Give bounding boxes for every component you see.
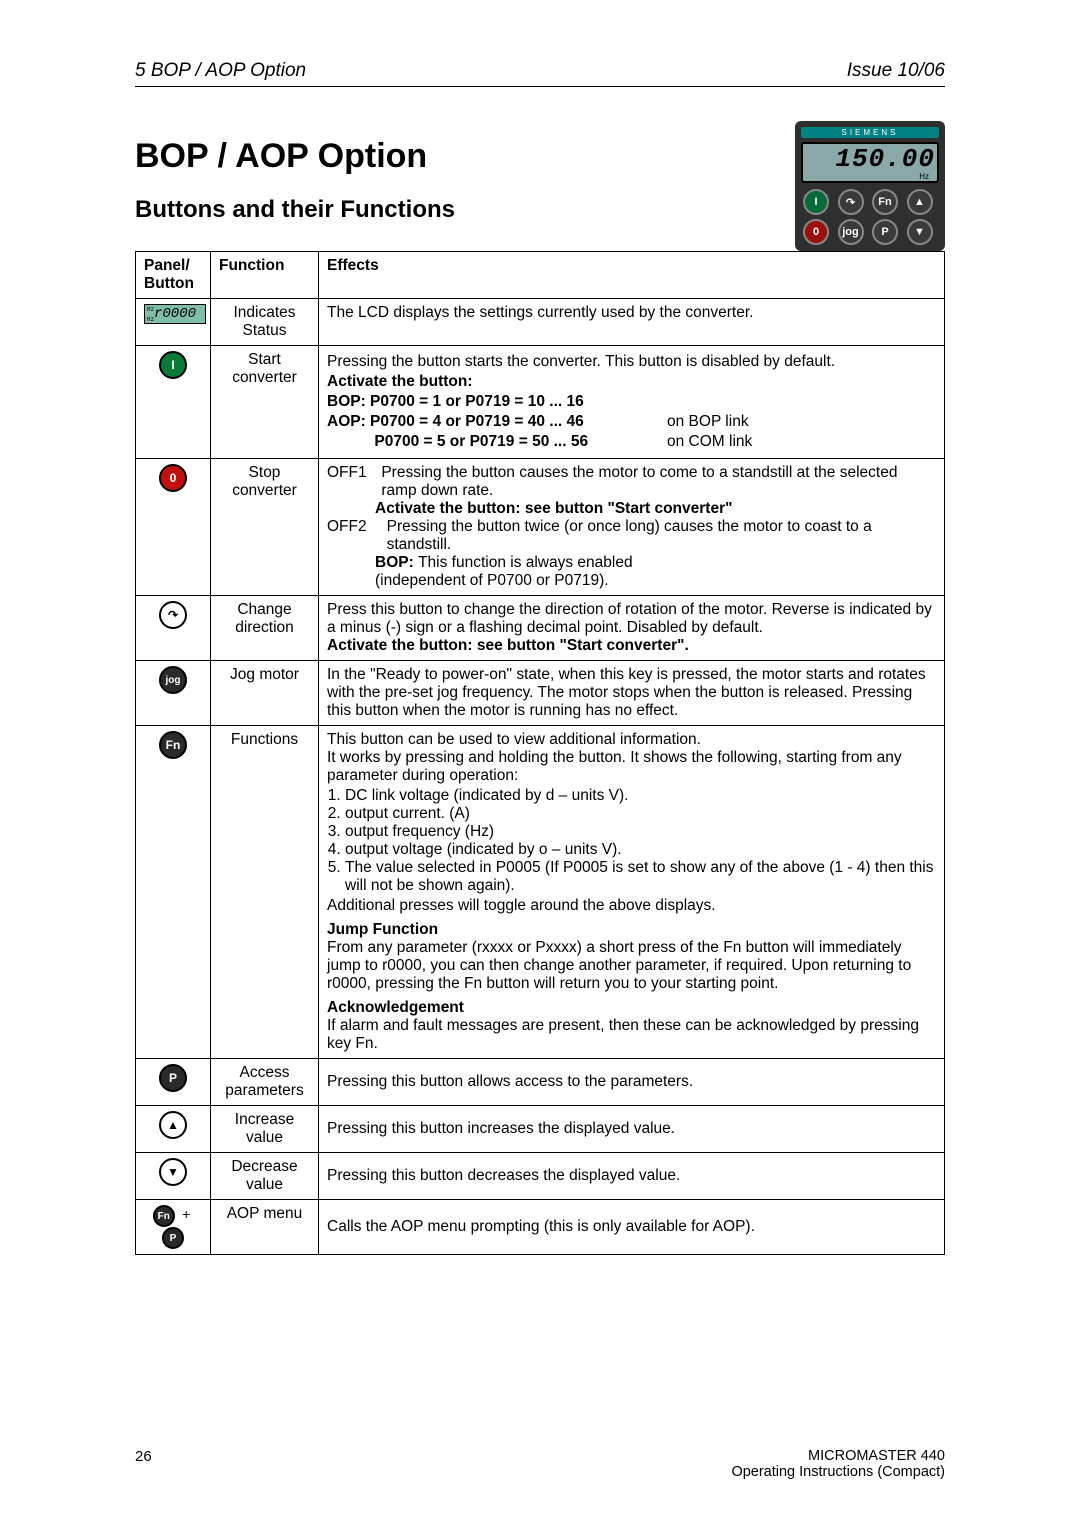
- row-jog: jog Jog motor In the "Ready to power-on"…: [136, 661, 945, 726]
- jog-icon: jog: [159, 666, 187, 694]
- device-btn-p: P: [872, 219, 898, 245]
- device-btn-down: ▼: [907, 219, 933, 245]
- device-btn-up: ▲: [907, 189, 933, 215]
- functions-table: Panel/ Button Function Effects Hzr0000Hz…: [135, 251, 945, 1255]
- fn-icon: Fn: [153, 1205, 175, 1227]
- row-increase: ▲ Increasevalue Pressing this button inc…: [136, 1106, 945, 1153]
- down-icon: ▼: [159, 1158, 187, 1186]
- device-lcd-value: 150.00: [805, 146, 935, 172]
- row-direction: ↷ Change direction Press this button to …: [136, 596, 945, 661]
- fn-label: Status: [243, 322, 287, 339]
- device-btn-stop: 0: [803, 219, 829, 245]
- title-row: BOP / AOP Option Buttons and their Funct…: [135, 127, 945, 251]
- runhead-right: Issue 10/06: [847, 60, 945, 82]
- page: 5 BOP / AOP Option Issue 10/06 BOP / AOP…: [0, 0, 1080, 1528]
- fn-icon: Fn: [159, 731, 187, 759]
- p-icon: P: [159, 1064, 187, 1092]
- footer-doc: Operating Instructions (Compact): [731, 1464, 945, 1480]
- start-effects: Pressing the button starts the converter…: [319, 346, 945, 459]
- runhead-left: 5 BOP / AOP Option: [135, 60, 306, 82]
- device-btn-start: I: [803, 189, 829, 215]
- device-buttons: I ↷ Fn ▲ 0 jog P ▼: [801, 187, 939, 247]
- fn-label: Indicates: [233, 304, 295, 321]
- stop-icon: 0: [159, 464, 187, 492]
- stop-effects: OFF1 Pressing the button causes the moto…: [319, 459, 945, 596]
- fn-list: DC link voltage (indicated by d – units …: [345, 787, 936, 895]
- row-stop: 0 Stop converter OFF1 Pressing the butto…: [136, 459, 945, 596]
- row-start: I Start converter Pressing the button st…: [136, 346, 945, 459]
- p-icon: P: [162, 1227, 184, 1249]
- footer-product: MICROMASTER 440: [808, 1448, 945, 1464]
- device-btn-fn: Fn: [872, 189, 898, 215]
- row-decrease: ▼ Decreasevalue Pressing this button dec…: [136, 1153, 945, 1200]
- lcd-icon: Hzr0000Hz: [144, 304, 206, 324]
- page-title: BOP / AOP Option: [135, 137, 455, 176]
- row-functions: Fn Functions This button can be used to …: [136, 726, 945, 1059]
- start-icon: I: [159, 351, 187, 379]
- page-footer: 26 MICROMASTER 440 Operating Instruction…: [135, 1448, 945, 1480]
- running-header: 5 BOP / AOP Option Issue 10/06: [135, 60, 945, 87]
- row-aop-menu: Fn + P AOP menu Calls the AOP menu promp…: [136, 1200, 945, 1255]
- row-status: Hzr0000Hz Indicates Status The LCD displ…: [136, 299, 945, 346]
- device-btn-jog: jog: [838, 219, 864, 245]
- th-panel: Panel/ Button: [136, 252, 211, 299]
- row-params: P Accessparameters Pressing this button …: [136, 1059, 945, 1106]
- plus-icon: +: [182, 1206, 190, 1222]
- th-effects: Effects: [319, 252, 945, 299]
- eff-text: The LCD displays the settings currently …: [319, 299, 945, 346]
- up-icon: ▲: [159, 1111, 187, 1139]
- page-subtitle: Buttons and their Functions: [135, 196, 455, 224]
- device-brand: SIEMENS: [801, 127, 939, 138]
- page-number: 26: [135, 1448, 152, 1465]
- device-btn-dir: ↷: [838, 189, 864, 215]
- bop-device-illustration: SIEMENS 150.00 Hz I ↷ Fn ▲ 0 jog P ▼: [795, 121, 945, 251]
- direction-icon: ↷: [159, 601, 187, 629]
- th-function: Function: [211, 252, 319, 299]
- titles: BOP / AOP Option Buttons and their Funct…: [135, 127, 455, 232]
- device-lcd: 150.00 Hz: [801, 142, 939, 183]
